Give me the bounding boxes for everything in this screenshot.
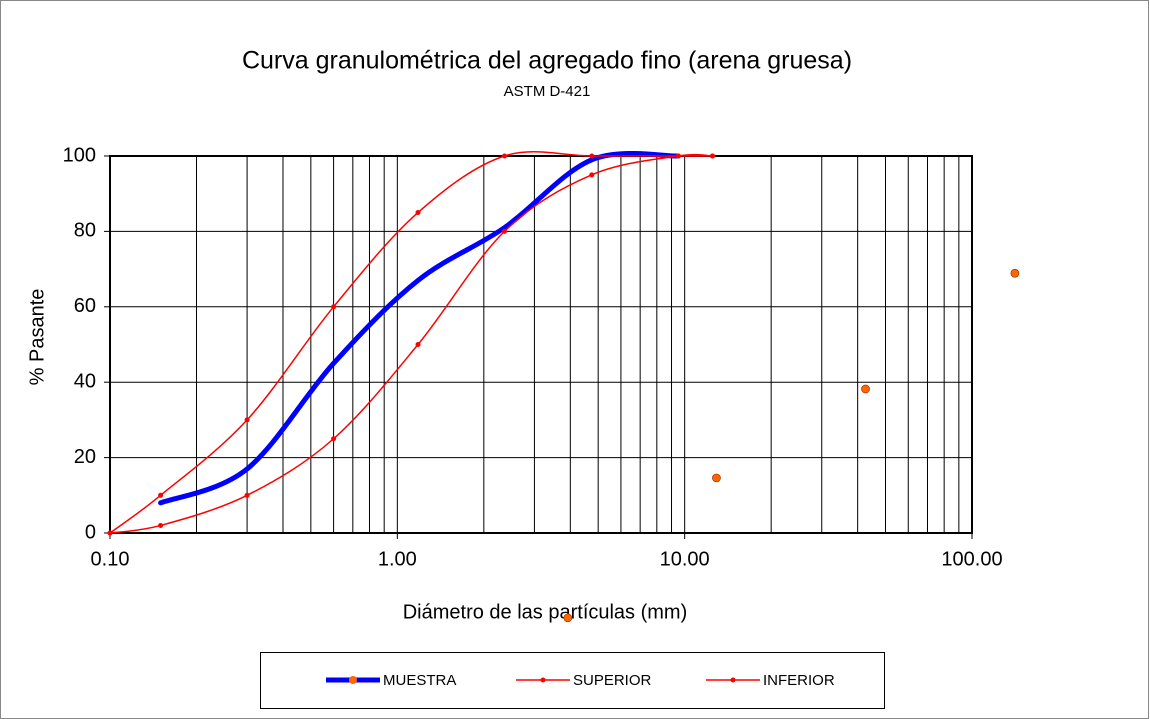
- legend-marker: [540, 677, 546, 683]
- x-axis-label: Diámetro de las partículas (mm): [403, 601, 688, 623]
- point-marker: [710, 153, 716, 159]
- point-marker: [107, 530, 113, 536]
- point-marker: [675, 153, 681, 159]
- series-line: [109, 151, 714, 534]
- x-tick-label: 1.00: [378, 548, 417, 570]
- point-marker: [415, 210, 421, 216]
- series-line: [158, 150, 681, 506]
- point-marker: [158, 492, 164, 498]
- point-marker: [501, 228, 507, 234]
- chart-subtitle: ASTM D-421: [504, 83, 591, 100]
- point-marker: [244, 492, 250, 498]
- point-marker: [861, 384, 870, 394]
- x-tick-label: 10.00: [660, 548, 710, 570]
- point-marker: [331, 304, 337, 310]
- point-marker: [589, 153, 595, 159]
- y-tick-label: 100: [63, 144, 96, 166]
- point-marker: [563, 613, 573, 623]
- point-marker: [712, 473, 721, 483]
- y-tick-label: 60: [74, 295, 96, 317]
- x-tick-label: 100.00: [941, 548, 1002, 570]
- legend-marker: [730, 677, 736, 683]
- point-marker: [415, 342, 421, 347]
- legend-label: INFERIOR: [763, 672, 835, 689]
- chart-title: Curva granulométrica del agregado fino (…: [242, 47, 852, 75]
- y-tick-label: 20: [74, 446, 96, 468]
- point-marker: [501, 153, 507, 159]
- point-marker: [589, 172, 595, 178]
- legend-label: SUPERIOR: [573, 672, 652, 689]
- point-marker: [1010, 268, 1020, 278]
- point-marker: [158, 522, 164, 528]
- y-tick-label: 0: [85, 521, 96, 543]
- y-tick-label: 40: [74, 370, 96, 392]
- x-tick-label: 0.10: [91, 548, 130, 570]
- legend-marker: [349, 676, 357, 684]
- y-axis-label: % Pasante: [26, 289, 48, 386]
- point-marker: [244, 417, 250, 423]
- plot-frame: [109, 155, 973, 534]
- legend-label: MUESTRA: [383, 672, 456, 689]
- y-tick-label: 80: [74, 220, 96, 242]
- point-marker: [331, 436, 337, 442]
